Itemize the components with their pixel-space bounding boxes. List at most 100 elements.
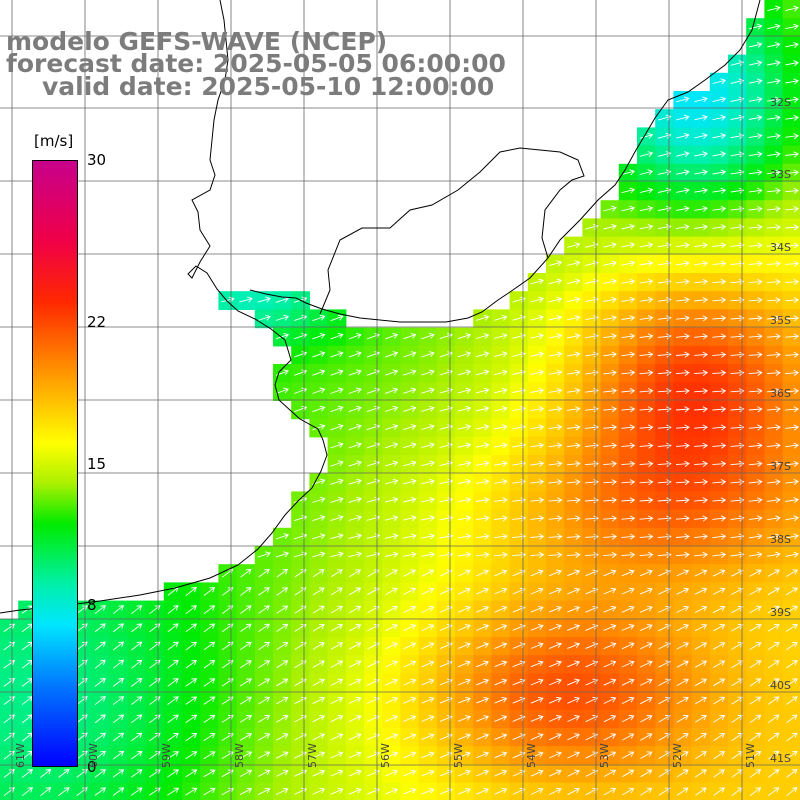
wind-arrow <box>167 678 179 687</box>
wind-arrow <box>494 351 508 358</box>
wind-arrow <box>494 333 508 340</box>
wind-arrow <box>748 297 763 304</box>
wind-arrow <box>713 769 725 778</box>
wind-arrow <box>348 660 362 668</box>
wind-arrow <box>785 133 799 140</box>
wind-arrow <box>494 678 508 686</box>
wind-arrow <box>21 787 34 797</box>
wind-arrow <box>694 642 708 650</box>
wind-arrow <box>349 605 362 614</box>
wind-arrow <box>258 587 270 596</box>
wind-arrow <box>675 424 690 431</box>
wind-arrow <box>694 696 708 705</box>
wind-arrow <box>494 624 508 631</box>
wind-arrow <box>785 151 800 158</box>
wind-arrow <box>748 169 763 176</box>
wind-arrow <box>257 751 271 759</box>
wind-arrow <box>457 624 471 631</box>
wind-arrow <box>348 332 362 340</box>
wind-arrow <box>258 642 270 651</box>
wind-arrow <box>312 696 326 705</box>
wind-arrow <box>421 460 435 467</box>
wind-arrow <box>112 787 125 796</box>
wind-arrow <box>312 551 326 558</box>
wind-arrow <box>494 751 508 759</box>
wind-arrow <box>748 315 763 322</box>
wind-arrow <box>785 569 799 577</box>
wind-arrow <box>3 660 16 669</box>
wind-arrow <box>768 787 780 796</box>
wind-arrow <box>385 605 398 614</box>
wind-arrow <box>694 515 709 522</box>
wind-arrow <box>475 369 490 376</box>
wind-arrow <box>766 242 781 249</box>
wind-arrow <box>676 642 690 650</box>
wind-arrow <box>603 660 617 668</box>
wind-arrow <box>421 787 435 795</box>
wind-arrow <box>58 787 70 796</box>
wind-arrow <box>676 169 690 176</box>
wind-arrow <box>457 369 472 376</box>
wind-arrow <box>694 278 709 285</box>
wind-arrow <box>185 605 197 615</box>
wind-arrow <box>112 769 125 778</box>
wind-arrow <box>785 205 800 213</box>
wind-arrow <box>312 569 325 578</box>
wind-arrow <box>785 333 800 340</box>
wind-arrow <box>530 351 545 358</box>
wind-arrow <box>712 369 727 376</box>
wind-arrow <box>403 405 417 412</box>
wind-arrow <box>621 497 636 504</box>
wind-arrow <box>621 460 636 467</box>
wind-arrow <box>767 732 780 742</box>
wind-arrow <box>675 315 690 322</box>
wind-arrow <box>421 715 435 722</box>
wind-arrow <box>640 605 653 613</box>
wind-arrow <box>676 132 690 139</box>
wind-arrow <box>567 715 580 723</box>
wind-arrow <box>748 388 763 395</box>
wind-arrow <box>58 768 70 778</box>
wind-arrow <box>276 733 289 741</box>
wind-arrow <box>749 642 762 650</box>
wind-arrow <box>603 551 618 558</box>
wind-arrow <box>475 405 490 412</box>
wind-arrow <box>712 515 727 522</box>
wind-arrow <box>585 569 599 577</box>
wind-arrow <box>330 515 344 522</box>
wind-arrow <box>694 406 709 413</box>
wind-arrow <box>731 732 744 742</box>
wind-arrow <box>712 114 727 121</box>
wind-arrow <box>40 768 52 778</box>
wind-arrow <box>712 333 727 340</box>
wind-arrow <box>730 442 745 449</box>
wind-arrow <box>548 442 563 449</box>
wind-arrow <box>167 696 179 705</box>
wind-arrow <box>639 587 653 595</box>
wind-arrow <box>203 605 216 614</box>
wind-arrow <box>276 642 289 650</box>
wind-arrow <box>421 332 435 340</box>
wind-arrow <box>457 678 471 686</box>
wind-arrow <box>676 569 690 577</box>
wind-arrow <box>494 660 508 668</box>
wind-arrow <box>603 569 617 577</box>
wind-arrow <box>257 769 271 777</box>
wind-arrow <box>94 714 106 724</box>
wind-arrow <box>748 114 763 121</box>
wind-arrow <box>730 351 745 358</box>
wind-arrow <box>621 751 635 759</box>
wind-arrow <box>603 460 618 467</box>
wind-arrow <box>712 132 727 140</box>
wind-arrow <box>785 406 800 413</box>
wind-arrow <box>330 587 343 596</box>
wind-arrow <box>713 678 726 687</box>
wind-arrow <box>421 533 435 540</box>
longitude-label: 57W <box>306 743 319 768</box>
wind-arrow <box>785 41 799 49</box>
wind-arrow <box>94 641 106 651</box>
wind-arrow <box>712 169 727 176</box>
model-title: modelo GEFS-WAVE (NCEP) <box>6 27 388 56</box>
wind-arrow <box>330 642 344 650</box>
wind-arrow <box>748 369 763 376</box>
